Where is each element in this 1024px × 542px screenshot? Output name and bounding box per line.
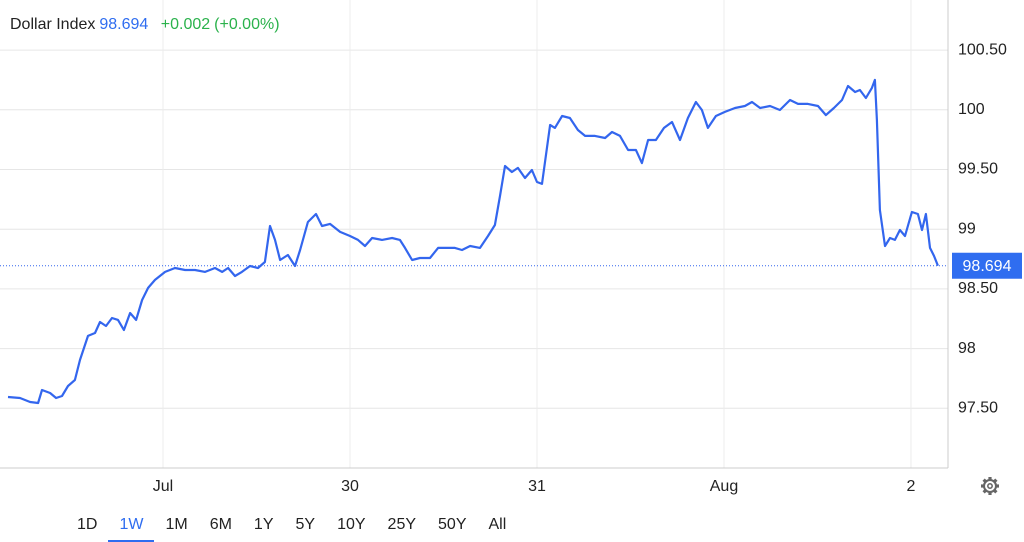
- range-button[interactable]: All: [488, 516, 507, 533]
- change: +0.002: [160, 16, 211, 33]
- range-button[interactable]: 1D: [77, 516, 98, 533]
- range-button[interactable]: 5Y: [295, 516, 316, 533]
- range-button[interactable]: 1Y: [253, 516, 274, 533]
- settings-button[interactable]: [981, 477, 999, 495]
- y-tick-label: 100: [958, 101, 985, 118]
- header: Dollar Index 98.694 +0.002 (+0.00%): [10, 16, 288, 34]
- instrument-name: Dollar Index: [10, 16, 96, 33]
- range-button[interactable]: 6M: [209, 516, 232, 533]
- change-percent: (+0.00%): [214, 16, 280, 33]
- gear-hole: [987, 483, 993, 489]
- y-tick-label: 100.50: [958, 41, 1007, 58]
- x-tick-label: 31: [528, 478, 546, 495]
- last-price-label: 98.694: [963, 258, 1012, 275]
- price: 98.694: [99, 16, 149, 33]
- y-tick-label: 99.50: [958, 161, 998, 178]
- y-tick-label: 98.50: [958, 280, 998, 297]
- last-price-tag: [952, 252, 1022, 279]
- x-tick-label: Jul: [153, 478, 173, 495]
- x-tick-label: 30: [341, 478, 359, 495]
- range-button[interactable]: 1W: [108, 512, 155, 542]
- y-tick-label: 97.50: [958, 400, 998, 417]
- x-tick-label: 2: [907, 478, 916, 495]
- range-button[interactable]: 10Y: [337, 516, 366, 533]
- range-button[interactable]: 1M: [165, 516, 188, 533]
- y-tick-label: 99: [958, 220, 976, 237]
- range-button[interactable]: 25Y: [387, 516, 417, 533]
- y-tick-label: 98: [958, 340, 976, 357]
- range-selector: 1D 1W 1M 6M 1Y 5Y 10Y 25Y 50Y All: [66, 512, 517, 542]
- price-line: [7, 78, 939, 405]
- x-tick-label: Aug: [710, 478, 738, 495]
- gear-ring: [983, 479, 997, 493]
- range-button[interactable]: 50Y: [438, 516, 467, 533]
